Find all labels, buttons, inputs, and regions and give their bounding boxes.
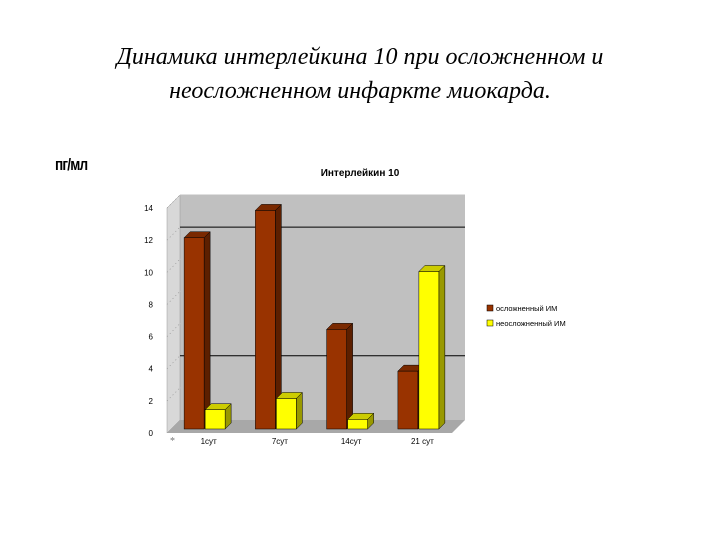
footnote: *-достоверность различий между группами … <box>532 376 690 475</box>
bar <box>183 237 205 430</box>
x-tick-label: 7сут <box>272 437 288 446</box>
legend-swatch <box>486 319 494 327</box>
y-tick-label: 6 <box>149 333 154 342</box>
slide-title: Динамика интерлейкина 10 при осложненном… <box>116 44 604 104</box>
bar-side <box>438 264 446 430</box>
y-axis-ticks: 0 2 4 6 8 10 12 14 <box>144 204 153 438</box>
y-tick-label: 14 <box>144 204 153 213</box>
bar-side <box>296 391 303 430</box>
legend-label: неосложненный ИМ <box>496 319 566 328</box>
significance-marker: * <box>170 436 175 447</box>
plot-floor <box>167 420 465 433</box>
y-tick-label: 0 <box>149 429 154 438</box>
y-tick-label: 8 <box>149 300 154 309</box>
bar <box>276 398 297 430</box>
x-tick-label: 21 сут <box>411 437 434 446</box>
legend-label: осложненный ИМ <box>496 304 557 313</box>
bar <box>418 271 440 430</box>
y-tick-label: 2 <box>149 397 154 406</box>
bar <box>326 329 347 430</box>
x-tick-label: 1сут <box>201 437 217 446</box>
unit-label: пг/мл <box>55 155 88 174</box>
plot-area <box>166 194 465 434</box>
plot-back-wall <box>180 195 465 420</box>
bar <box>397 370 419 430</box>
bar <box>204 409 226 430</box>
y-tick-label: 4 <box>149 365 154 374</box>
bar <box>255 210 276 430</box>
x-tick-label: 14сут <box>341 437 362 446</box>
bar-side <box>346 322 353 430</box>
legend: осложненный ИМ неосложненный ИМ <box>486 304 566 328</box>
legend-swatch <box>486 304 494 312</box>
bar <box>347 419 368 430</box>
y-tick-label: 12 <box>144 236 153 245</box>
bar-side <box>203 231 211 430</box>
bars <box>183 203 446 430</box>
plot-side-wall <box>166 194 181 434</box>
y-tick-label: 10 <box>144 268 153 277</box>
x-axis-labels: 1сут 7сут 14сут 21 сут <box>201 437 435 446</box>
chart-title: Интерлейкин 10 <box>321 168 400 179</box>
